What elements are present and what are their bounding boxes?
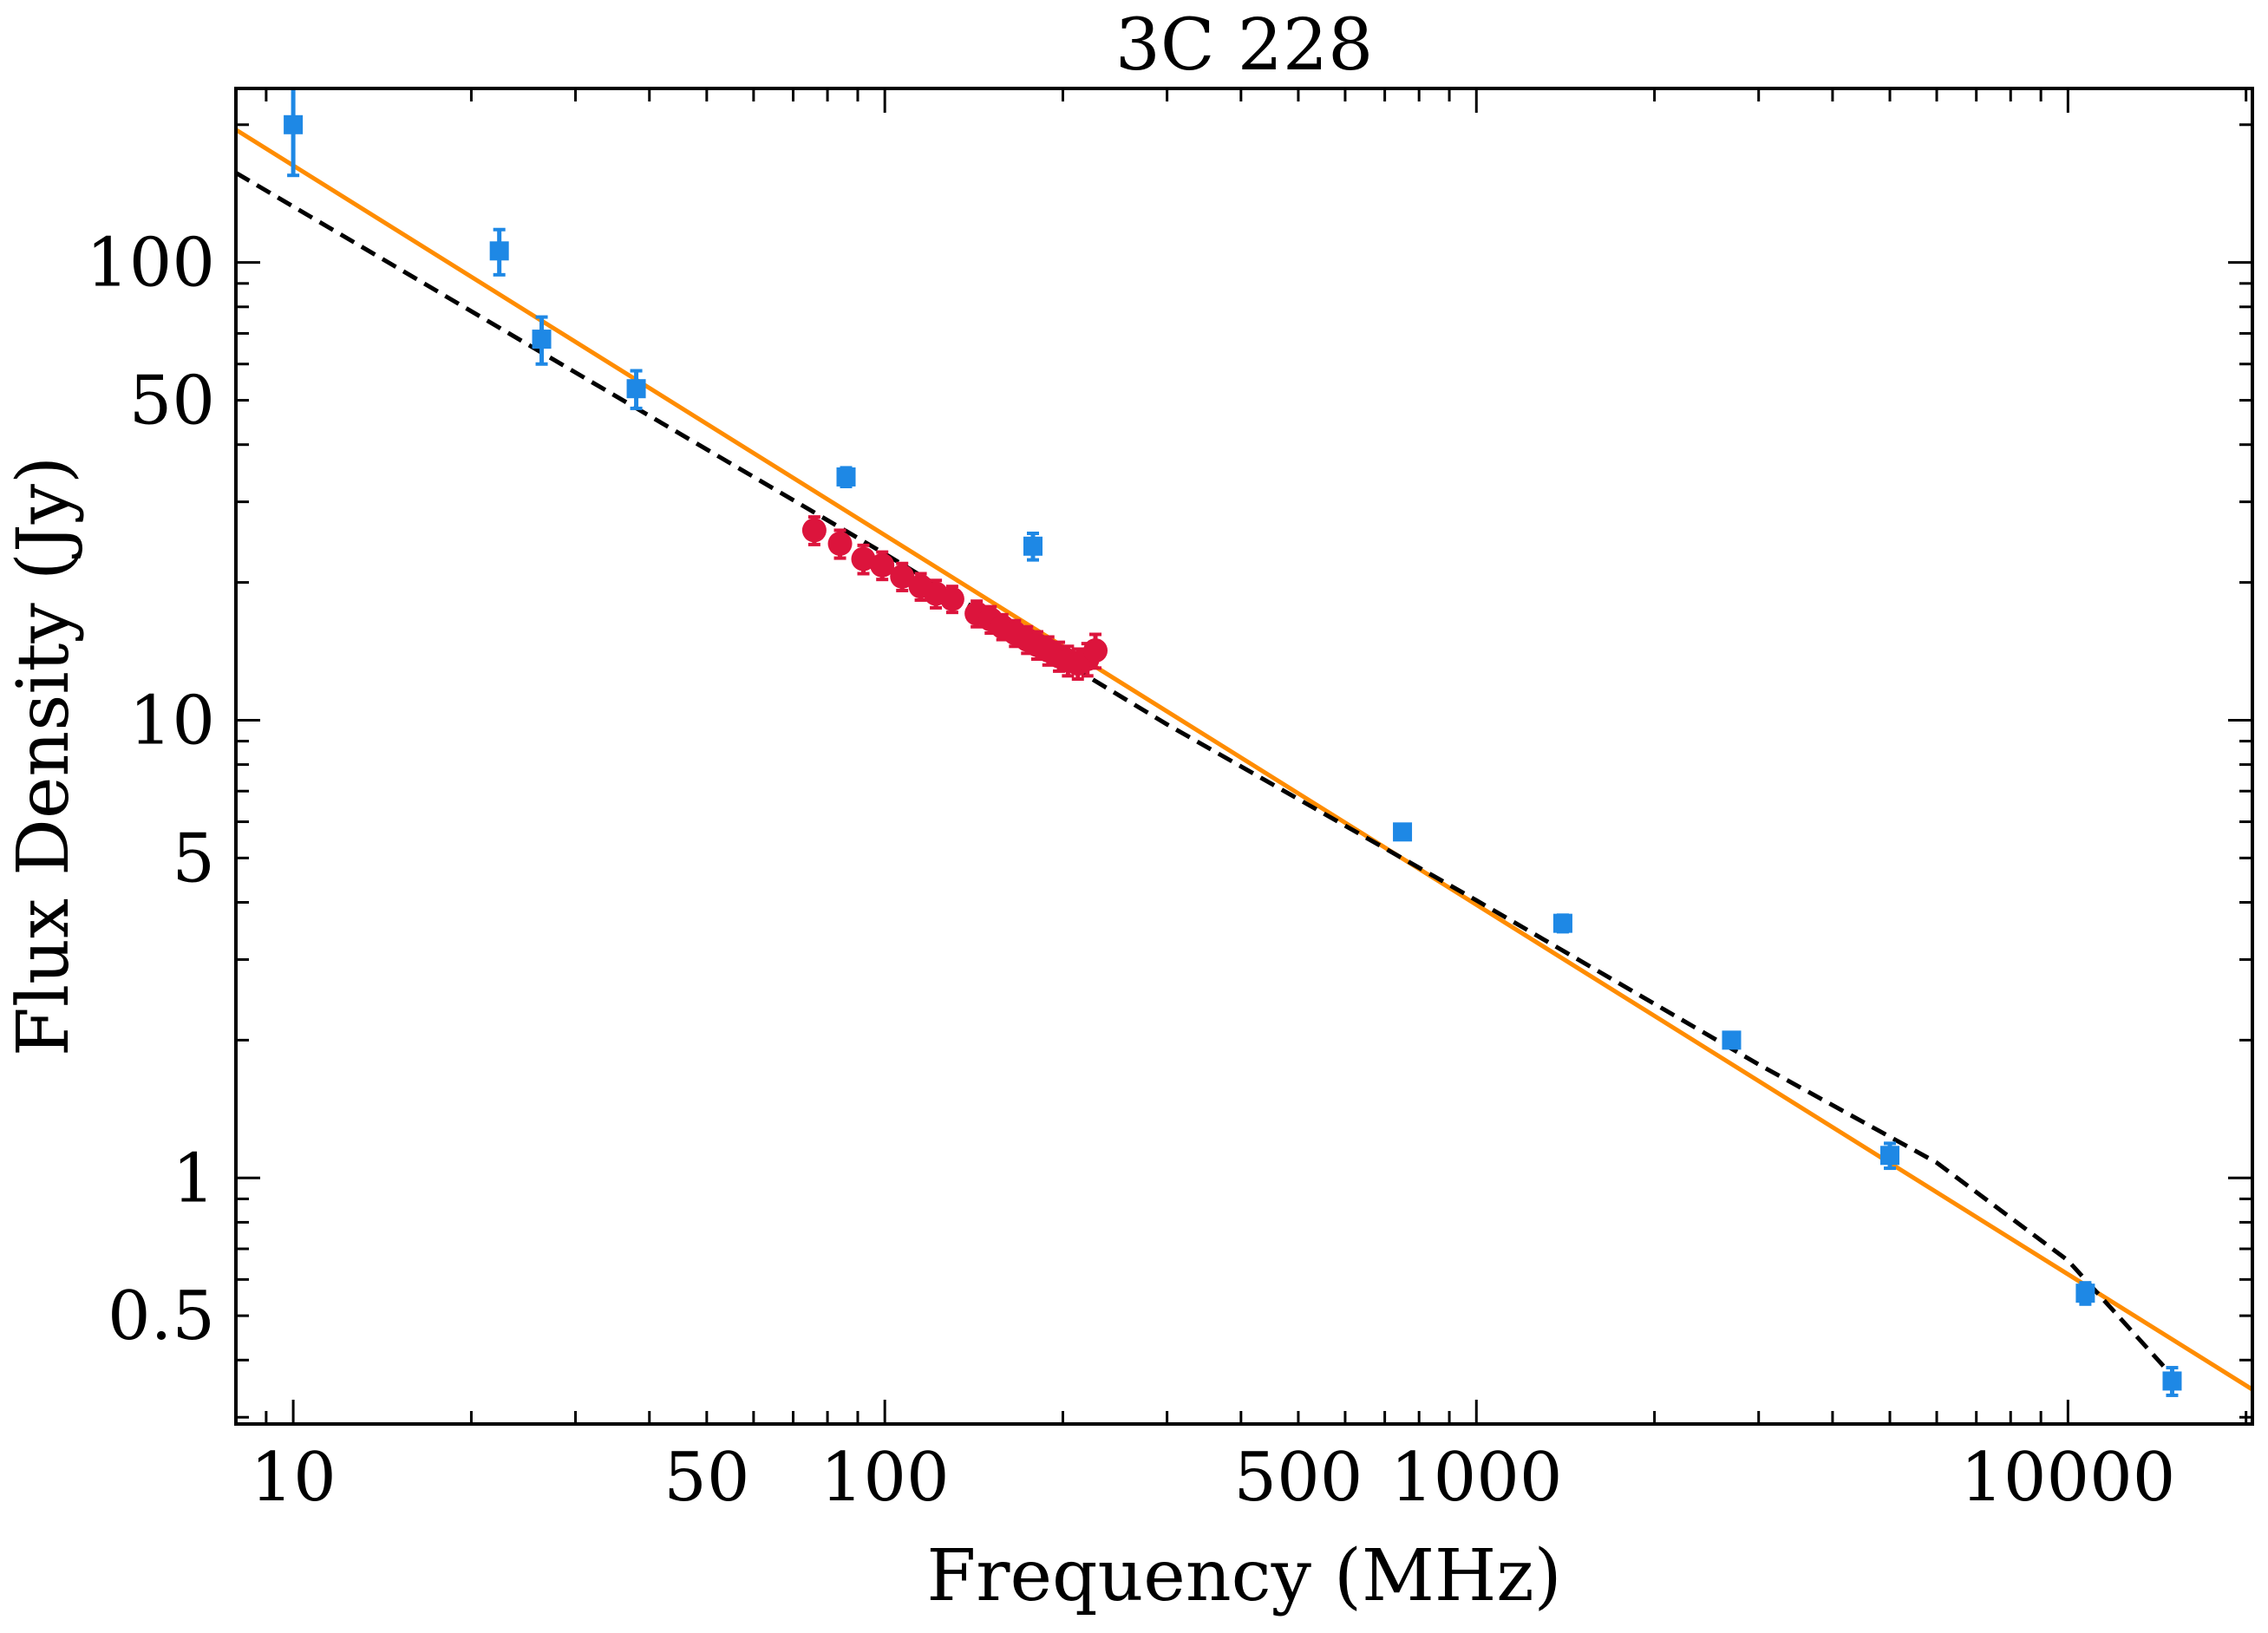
y-tick-label: 10 [129, 682, 215, 760]
y-tick-label: 1 [172, 1140, 215, 1218]
data-point-square [836, 467, 856, 487]
data-point-square [489, 241, 509, 261]
x-tick-label: 100 [820, 1439, 950, 1517]
x-tick-label: 500 [1233, 1439, 1363, 1517]
plot-frame [234, 87, 2254, 1426]
y-tick-label: 0.5 [108, 1277, 215, 1355]
fit-line-dashed [236, 171, 2174, 1377]
data-point-circle [939, 586, 964, 611]
x-axis-title: Frequency (MHz) [926, 1535, 1561, 1617]
data-point-circle [870, 552, 895, 578]
x-tick-label: 50 [663, 1439, 749, 1517]
x-tick-label: 10 [250, 1439, 336, 1517]
chart-title: 3C 228 [1115, 4, 1374, 87]
data-point-square [1880, 1146, 1900, 1166]
y-tick-label: 50 [129, 363, 215, 441]
y-tick-label: 5 [172, 820, 215, 898]
data-point-square [1552, 913, 1572, 933]
major-ticks [236, 88, 2252, 1424]
data-point-square [532, 330, 552, 349]
data-point-square [626, 379, 646, 399]
data-point-square [2162, 1371, 2182, 1391]
plot-content [236, 88, 2252, 1397]
data-point-square [1722, 1030, 1742, 1050]
x-tick-label: 10000 [1960, 1439, 2175, 1517]
data-point-square [1023, 536, 1042, 556]
data-point-square [284, 114, 304, 134]
tick-labels: 10 50 100 500 1000 10000 0.5 1 5 10 50 100 [86, 225, 2175, 1517]
data-point-square [1393, 822, 1413, 842]
data-point-circle [851, 546, 876, 572]
x-tick-label: 1000 [1390, 1439, 1563, 1517]
data-point-circle [801, 518, 827, 543]
fit-line-solid [236, 127, 2252, 1392]
data-point-circle [890, 564, 915, 589]
minor-ticks [234, 88, 2252, 1424]
data-point-square [2075, 1284, 2095, 1303]
y-axis-title: Flux Density (Jy) [3, 456, 85, 1056]
y-tick-label: 100 [86, 225, 215, 303]
data-point-circle [827, 531, 853, 556]
data-point-circle [1083, 638, 1108, 663]
